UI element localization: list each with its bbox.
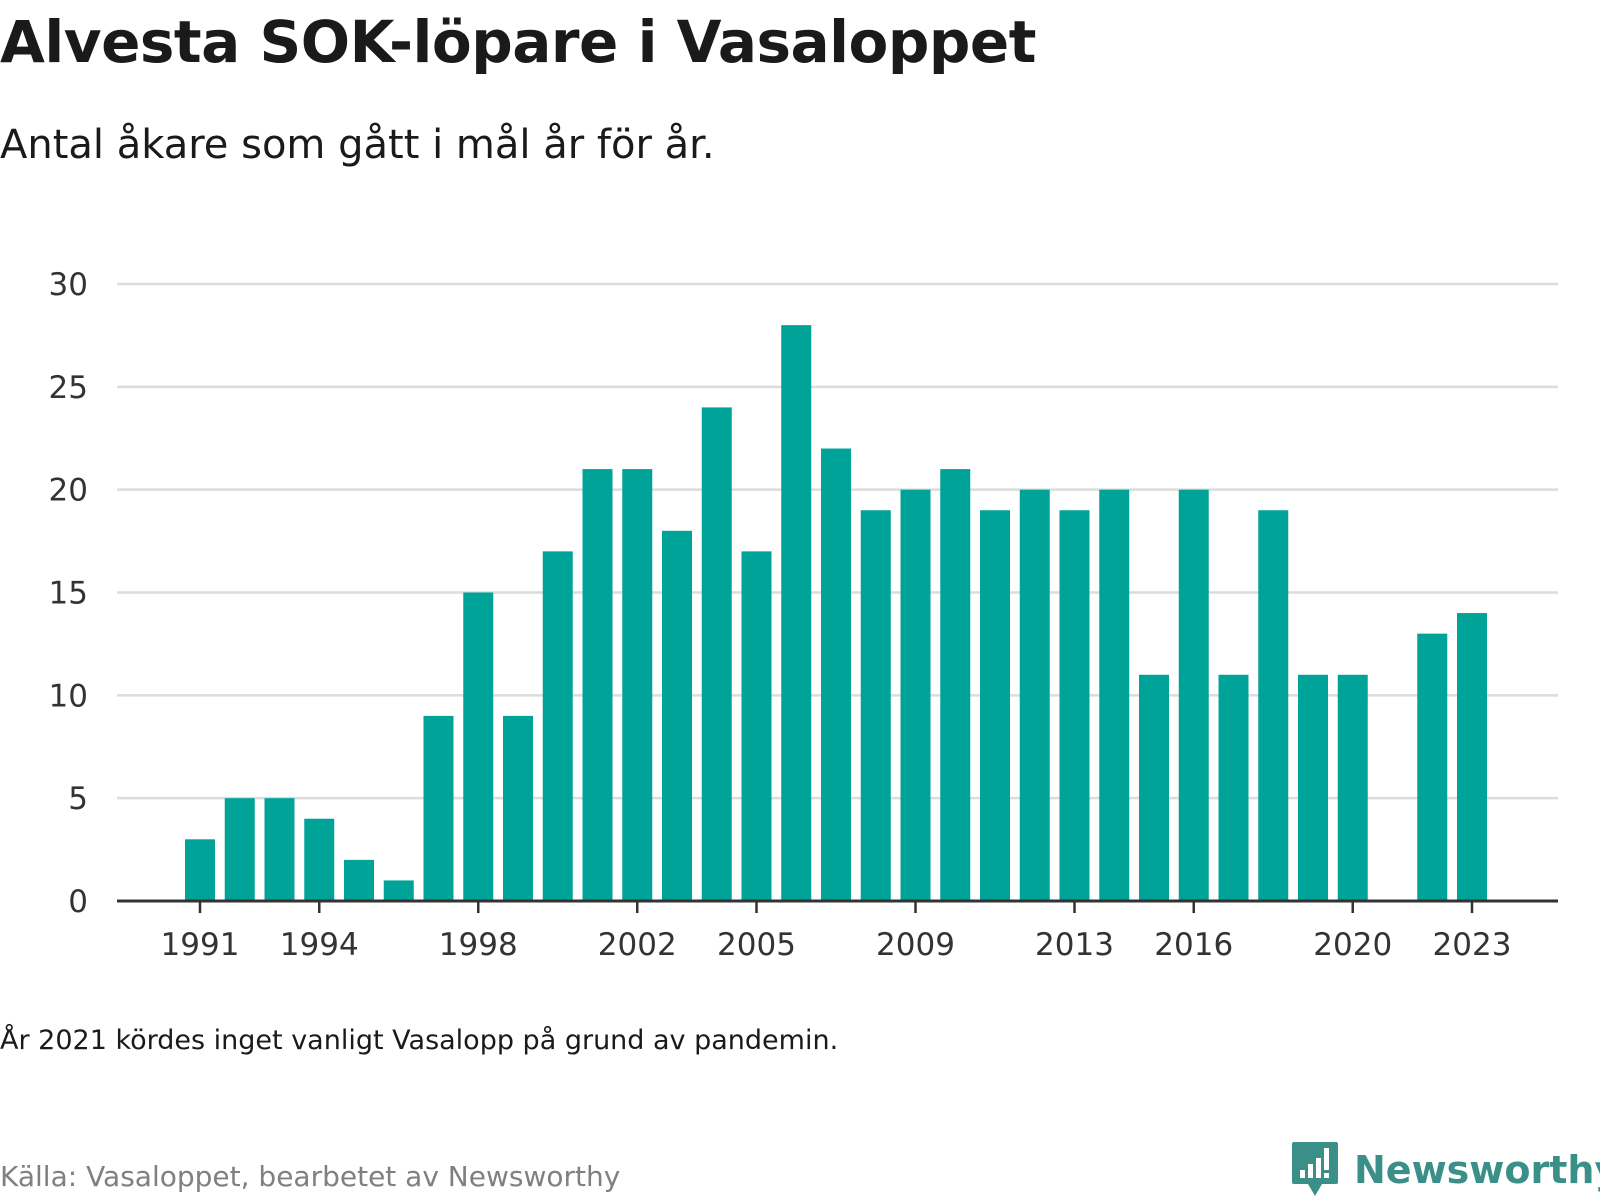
bar-2022	[1417, 633, 1448, 901]
bar-1994	[304, 818, 335, 901]
y-tick-label: 0	[68, 884, 88, 920]
brand-logo: Newsworthy	[1290, 1140, 1600, 1200]
bar-2020	[1337, 674, 1368, 901]
bar-2018	[1258, 510, 1289, 901]
bar-2007	[821, 448, 851, 901]
bar-2010	[940, 469, 971, 901]
bar-2011	[980, 510, 1010, 901]
x-tick-label: 1998	[439, 927, 518, 963]
bar-2012	[1019, 489, 1050, 901]
bar-2001	[582, 469, 613, 901]
chart-note: År 2021 kördes inget vanligt Vasalopp på…	[0, 1025, 839, 1056]
bar-1999	[503, 715, 533, 901]
x-tick-label: 2009	[876, 927, 955, 963]
y-tick-label: 25	[49, 370, 88, 406]
bar-2005	[741, 551, 772, 901]
bar-2002	[622, 469, 653, 901]
y-axis-ticks: 0 5 10 15 20 25 30	[49, 267, 88, 920]
bar-1996	[383, 880, 414, 901]
bar-2014	[1099, 489, 1130, 901]
bar-2004	[701, 407, 732, 901]
source-credit: Källa: Vasaloppet, bearbetet av Newswort…	[0, 1160, 621, 1193]
bar-1997	[423, 715, 454, 901]
x-axis-ticks: 1991 1994 1998 2002 2005 2009 2013 2016 2020 2023	[161, 901, 1512, 963]
chart-title: Alvesta SOK-löpare i Vasaloppet	[0, 8, 1036, 76]
x-tick-label: 2020	[1313, 927, 1392, 963]
y-tick-label: 5	[68, 781, 88, 817]
bar-2008	[860, 510, 891, 901]
x-tick-label: 1994	[280, 927, 359, 963]
bar-1992	[224, 798, 255, 901]
bar-chart: 0 5 10 15 20 25 30 1991 1994 1998 2002 2005 2009 201…	[49, 267, 1558, 963]
bar-2006	[781, 325, 812, 902]
bar-2015	[1139, 674, 1169, 901]
bar-2017	[1218, 674, 1249, 901]
x-tick-label: 2013	[1035, 927, 1114, 963]
bar-2009	[900, 489, 931, 901]
bar-2023	[1457, 613, 1487, 901]
x-tick-label: 2016	[1154, 927, 1233, 963]
bar-2000	[542, 551, 573, 901]
x-tick-label: 2005	[717, 927, 796, 963]
bar-1998	[463, 592, 494, 901]
bar-2013	[1059, 510, 1090, 901]
y-tick-label: 30	[49, 267, 88, 303]
x-tick-label: 1991	[161, 927, 240, 963]
bar-1993	[264, 798, 295, 901]
bar-2016	[1178, 489, 1209, 901]
x-tick-label: 2023	[1433, 927, 1512, 963]
bar-1991	[185, 839, 215, 901]
chart-subtitle: Antal åkare som gått i mål år för år.	[0, 122, 715, 168]
y-tick-label: 15	[49, 576, 88, 612]
y-tick-label: 20	[49, 473, 88, 509]
newsworthy-logo-icon	[1292, 1142, 1338, 1196]
bar-2019	[1298, 674, 1328, 901]
bars	[185, 325, 1487, 902]
x-tick-label: 2002	[598, 927, 677, 963]
bar-1995	[344, 859, 374, 901]
brand-name: Newsworthy	[1354, 1148, 1600, 1192]
bar-2003	[662, 530, 692, 901]
y-tick-label: 10	[49, 678, 88, 714]
